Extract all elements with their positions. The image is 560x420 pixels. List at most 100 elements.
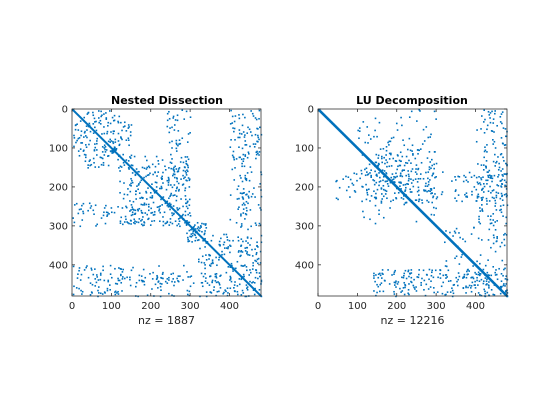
nonzero-marker: [151, 183, 153, 186]
nonzero-marker: [246, 156, 249, 159]
nonzero-marker: [92, 273, 95, 276]
nonzero-marker: [463, 174, 465, 177]
nonzero-marker: [491, 190, 494, 192]
nonzero-marker: [494, 271, 496, 274]
nonzero-marker: [84, 156, 87, 159]
nonzero-marker: [379, 176, 381, 179]
nonzero-marker: [378, 181, 381, 183]
nonzero-marker: [119, 180, 121, 183]
nonzero-marker: [410, 182, 413, 184]
nonzero-marker: [110, 140, 113, 142]
nonzero-marker: [176, 186, 178, 189]
nonzero-marker: [378, 184, 380, 187]
nonzero-marker: [345, 189, 348, 192]
nonzero-marker: [414, 171, 417, 173]
nonzero-marker: [218, 256, 221, 259]
nonzero-marker: [405, 155, 408, 158]
nonzero-marker: [260, 279, 263, 282]
nonzero-marker: [107, 140, 110, 143]
nonzero-marker: [241, 124, 244, 127]
nonzero-marker: [89, 139, 91, 142]
nonzero-marker: [162, 220, 165, 223]
nonzero-marker: [246, 252, 248, 255]
nonzero-marker: [143, 221, 145, 223]
nonzero-marker: [123, 193, 126, 196]
nonzero-marker: [125, 159, 128, 161]
nonzero-marker: [477, 292, 480, 294]
nonzero-marker: [128, 222, 130, 225]
nonzero-marker: [178, 143, 180, 145]
nonzero-marker: [222, 292, 225, 295]
nonzero-marker: [385, 154, 387, 156]
nonzero-marker: [127, 137, 130, 140]
nonzero-marker: [214, 275, 217, 278]
nonzero-marker: [492, 266, 495, 268]
nonzero-marker: [250, 110, 252, 112]
nonzero-marker: [188, 178, 191, 180]
nonzero-marker: [367, 173, 370, 175]
nonzero-marker: [260, 133, 263, 136]
nonzero-marker: [229, 251, 231, 254]
nonzero-marker: [101, 151, 104, 153]
nonzero-marker: [84, 130, 86, 133]
nonzero-marker: [201, 230, 203, 233]
nonzero-marker: [396, 129, 399, 131]
nonzero-marker: [92, 111, 94, 114]
nonzero-marker: [427, 171, 430, 173]
nonzero-marker: [138, 192, 141, 194]
nonzero-marker: [94, 121, 96, 123]
nonzero-marker: [88, 124, 91, 127]
nonzero-marker: [337, 198, 339, 201]
nonzero-marker: [234, 139, 236, 141]
nonzero-marker: [395, 122, 398, 125]
nonzero-marker: [417, 186, 420, 189]
nonzero-marker: [188, 290, 191, 293]
nonzero-marker: [232, 270, 234, 272]
nonzero-marker: [479, 273, 481, 275]
nonzero-marker: [486, 171, 489, 173]
nonzero-marker: [185, 198, 187, 201]
nonzero-marker: [130, 209, 132, 211]
nonzero-marker: [97, 289, 99, 292]
nonzero-marker: [97, 292, 100, 294]
nonzero-marker: [185, 160, 187, 163]
nonzero-marker: [445, 265, 448, 268]
nonzero-marker: [218, 240, 221, 243]
nonzero-marker: [233, 120, 236, 123]
nonzero-marker: [144, 155, 147, 158]
nonzero-marker: [460, 256, 463, 258]
nonzero-marker: [216, 290, 219, 293]
nonzero-marker: [481, 210, 484, 212]
nonzero-marker: [403, 293, 406, 296]
nonzero-marker: [378, 209, 380, 212]
nonzero-marker: [463, 273, 466, 276]
nonzero-marker: [486, 124, 489, 127]
nonzero-marker: [179, 142, 182, 145]
x-tick-label: 300: [181, 301, 200, 312]
nonzero-marker: [500, 170, 502, 172]
nonzero-marker: [240, 226, 242, 228]
nonzero-marker: [194, 239, 197, 242]
nonzero-marker: [465, 276, 468, 279]
nonzero-marker: [379, 283, 382, 286]
nonzero-marker: [94, 285, 97, 287]
nonzero-marker: [83, 136, 85, 138]
nonzero-marker: [73, 137, 76, 139]
nonzero-marker: [408, 159, 410, 162]
nonzero-marker: [133, 209, 135, 211]
nonzero-marker: [358, 127, 361, 129]
nonzero-marker: [254, 287, 256, 290]
nonzero-marker: [129, 284, 132, 287]
nonzero-marker: [244, 155, 247, 157]
nonzero-marker: [445, 230, 447, 232]
nonzero-marker: [407, 269, 410, 272]
nonzero-marker: [488, 287, 490, 289]
x-tick-label: 100: [102, 301, 121, 312]
nonzero-marker: [370, 174, 372, 177]
nonzero-marker: [72, 293, 75, 296]
nonzero-marker: [396, 283, 399, 285]
nonzero-marker: [406, 148, 409, 151]
nonzero-marker: [366, 189, 368, 192]
nonzero-marker: [143, 283, 146, 286]
nonzero-marker: [159, 295, 162, 298]
